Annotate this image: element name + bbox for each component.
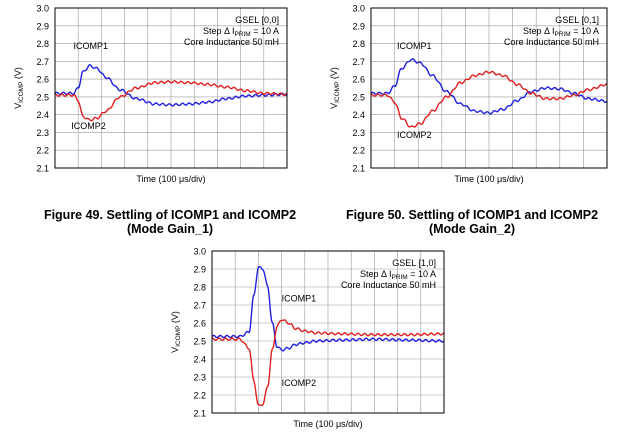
figure-50-caption-line-2: (Mode Gain_2)	[428, 222, 516, 236]
chart-2-ylabel: VICOMP (V)	[329, 67, 341, 109]
figure-50-caption-line-1: Figure 50. Settling of ICOMP1 and ICOMP2	[345, 208, 599, 222]
chart-1-info-gsel: GSEL [0,0]	[235, 15, 279, 25]
chart-2-ytick-label: 2.3	[352, 128, 365, 138]
chart-2-xlabel: Time (100 μs/div)	[454, 174, 523, 184]
chart-2-grid	[371, 8, 607, 168]
chart-1-ytick-label: 2.2	[36, 146, 49, 156]
chart-3-info-gsel: GSEL [1,0]	[392, 258, 436, 268]
chart-3-ylabel-unit: (V)	[170, 311, 180, 326]
figure-49-caption-line-2: (Mode Gain_1)	[126, 222, 214, 236]
chart-3-info-inductance: Core Inductance 50 mH	[341, 280, 436, 290]
chart-3-info-step: Step Δ IPRIM = 10 A	[360, 269, 436, 281]
chart-3-info-step-pre: Step Δ I	[360, 269, 392, 279]
chart-2-ytick-label: 2.4	[352, 110, 365, 120]
chart-2-info-step: Step Δ IPRIM = 10 A	[523, 26, 599, 38]
chart-3-ytick-label: 2.2	[193, 391, 206, 401]
chart-2-info-step-post: = 10 A	[571, 26, 599, 36]
chart-1-ytick-label: 2.9	[36, 21, 49, 31]
chart-2-ytick-label: 2.9	[352, 21, 365, 31]
chart-2-ytick-label: 2.6	[352, 75, 365, 85]
figure-49-caption-line-1: Figure 49. Settling of ICOMP1 and ICOMP2	[43, 208, 297, 222]
chart-1-info-inductance: Core Inductance 50 mH	[184, 37, 279, 47]
chart-2-plot: 3.0 2.9 2.8 2.7 2.6 2.5 2.4 2.3 2.2 2.1 VICOMP (V)…	[329, 4, 608, 184]
chart-1-series-icomp1	[54, 63, 288, 107]
chart-2-series-icomp2	[370, 70, 608, 128]
chart-1-ytick-label: 2.4	[36, 110, 49, 120]
chart-1-ylabel-sub: ICOMP	[18, 82, 25, 103]
chart-3-series-icomp2	[211, 319, 445, 407]
chart-3-ylabel-sub: ICOMP	[175, 326, 182, 347]
chart-3-info-step-sub: PRIM	[391, 274, 407, 281]
chart-3-ytick-label: 2.4	[193, 355, 206, 365]
chart-2-ytick-label: 2.8	[352, 39, 365, 49]
chart-3-label-icomp2: ICOMP2	[282, 378, 317, 388]
chart-3-ytick-label: 2.9	[193, 265, 206, 275]
chart-2-info-gsel: GSEL [0,1]	[555, 15, 599, 25]
chart-3-ytick-label: 3.0	[193, 247, 206, 257]
chart-1-plot-border	[54, 7, 288, 169]
chart-1-ytick-label: 2.8	[36, 39, 49, 49]
figure-49-caption: Figure 49. Settling of ICOMP1 and ICOMP2…	[20, 208, 320, 236]
chart-3-ytick-label: 2.7	[193, 301, 206, 311]
chart-2-ytick-label: 3.0	[352, 4, 365, 14]
chart-2-series-icomp1	[370, 58, 608, 115]
chart-2-ytick-label: 2.2	[352, 146, 365, 156]
chart-2-ytick-label: 2.5	[352, 92, 365, 102]
chart-3-ytick-label: 2.8	[193, 283, 206, 293]
chart-3-plot: 3.0 2.9 2.8 2.7 2.6 2.5 2.4 2.3 2.2 2.1 VICOMP (V)…	[170, 247, 445, 429]
chart-3-ytick-label: 2.5	[193, 337, 206, 347]
chart-3-label-icomp1: ICOMP1	[282, 293, 317, 303]
chart-1-label-icomp1: ICOMP1	[74, 41, 109, 51]
chart-2-ylabel-unit: (V)	[329, 67, 339, 82]
chart-2-info-step-sub: PRIM	[554, 31, 570, 38]
chart-2-ylabel-sub: ICOMP	[334, 82, 341, 103]
chart-1-grid	[55, 8, 287, 168]
chart-3-series-icomp1	[211, 265, 445, 352]
chart-3-ytick-label: 2.3	[193, 373, 206, 383]
chart-1-info-step: Step Δ IPRIM = 10 A	[203, 26, 279, 38]
chart-2-ytick-label: 2.7	[352, 57, 365, 67]
chart-3-ylabel-main: V	[170, 347, 180, 353]
chart-1-ytick-label: 2.3	[36, 128, 49, 138]
chart-2-info-step-pre: Step Δ I	[523, 26, 555, 36]
chart-1-ytick-label: 2.5	[36, 92, 49, 102]
chart-1-series-icomp2	[54, 80, 288, 122]
chart-1-ytick-label: 2.1	[36, 164, 49, 174]
chart-1-ylabel: VICOMP (V)	[13, 67, 25, 109]
chart-1-info-step-sub: PRIM	[234, 31, 250, 38]
chart-1-ytick-label: 3.0	[36, 4, 49, 14]
chart-2-plot-border	[370, 7, 608, 169]
chart-1-plot: 3.0 2.9 2.8 2.7 2.6 2.5 2.4 2.3 2.2 2.1 VICOMP (V)…	[13, 4, 288, 184]
chart-1-info-step-post: = 10 A	[251, 26, 279, 36]
figure-50-caption: Figure 50. Settling of ICOMP1 and ICOMP2…	[322, 208, 622, 236]
chart-1-xlabel: Time (100 μs/div)	[136, 174, 205, 184]
chart-3-ytick-label: 2.1	[193, 409, 206, 419]
chart-2-info-inductance: Core Inductance 50 mH	[504, 37, 599, 47]
chart-3-xlabel: Time (100 μs/div)	[293, 419, 362, 429]
chart-1-ytick-label: 2.6	[36, 75, 49, 85]
chart-3-info-step-post: = 10 A	[408, 269, 436, 279]
chart-1-label-icomp2: ICOMP2	[71, 121, 106, 131]
chart-1-ylabel-main: V	[13, 103, 23, 109]
chart-2-label-icomp2: ICOMP2	[397, 130, 432, 140]
chart-2-label-icomp1: ICOMP1	[397, 41, 432, 51]
chart-3-ytick-label: 2.6	[193, 319, 206, 329]
chart-panel-1: 3.0 2.9 2.8 2.7 2.6 2.5 2.4 2.3 2.2 2.1 VICOMP (V)…	[0, 0, 320, 192]
chart-3-grid	[212, 251, 444, 413]
chart-1-ylabel-unit: (V)	[13, 67, 23, 82]
chart-2-ylabel-main: V	[329, 103, 339, 109]
chart-1-ytick-label: 2.7	[36, 57, 49, 67]
chart-panel-2: 3.0 2.9 2.8 2.7 2.6 2.5 2.4 2.3 2.2 2.1 VICOMP (V)…	[322, 0, 640, 192]
chart-2-ytick-label: 2.1	[352, 164, 365, 174]
chart-3-ylabel: VICOMP (V)	[170, 311, 182, 353]
chart-3-plot-border	[211, 250, 445, 414]
chart-panel-3: 3.0 2.9 2.8 2.7 2.6 2.5 2.4 2.3 2.2 2.1 VICOMP (V)…	[168, 243, 468, 433]
chart-1-info-step-pre: Step Δ I	[203, 26, 235, 36]
